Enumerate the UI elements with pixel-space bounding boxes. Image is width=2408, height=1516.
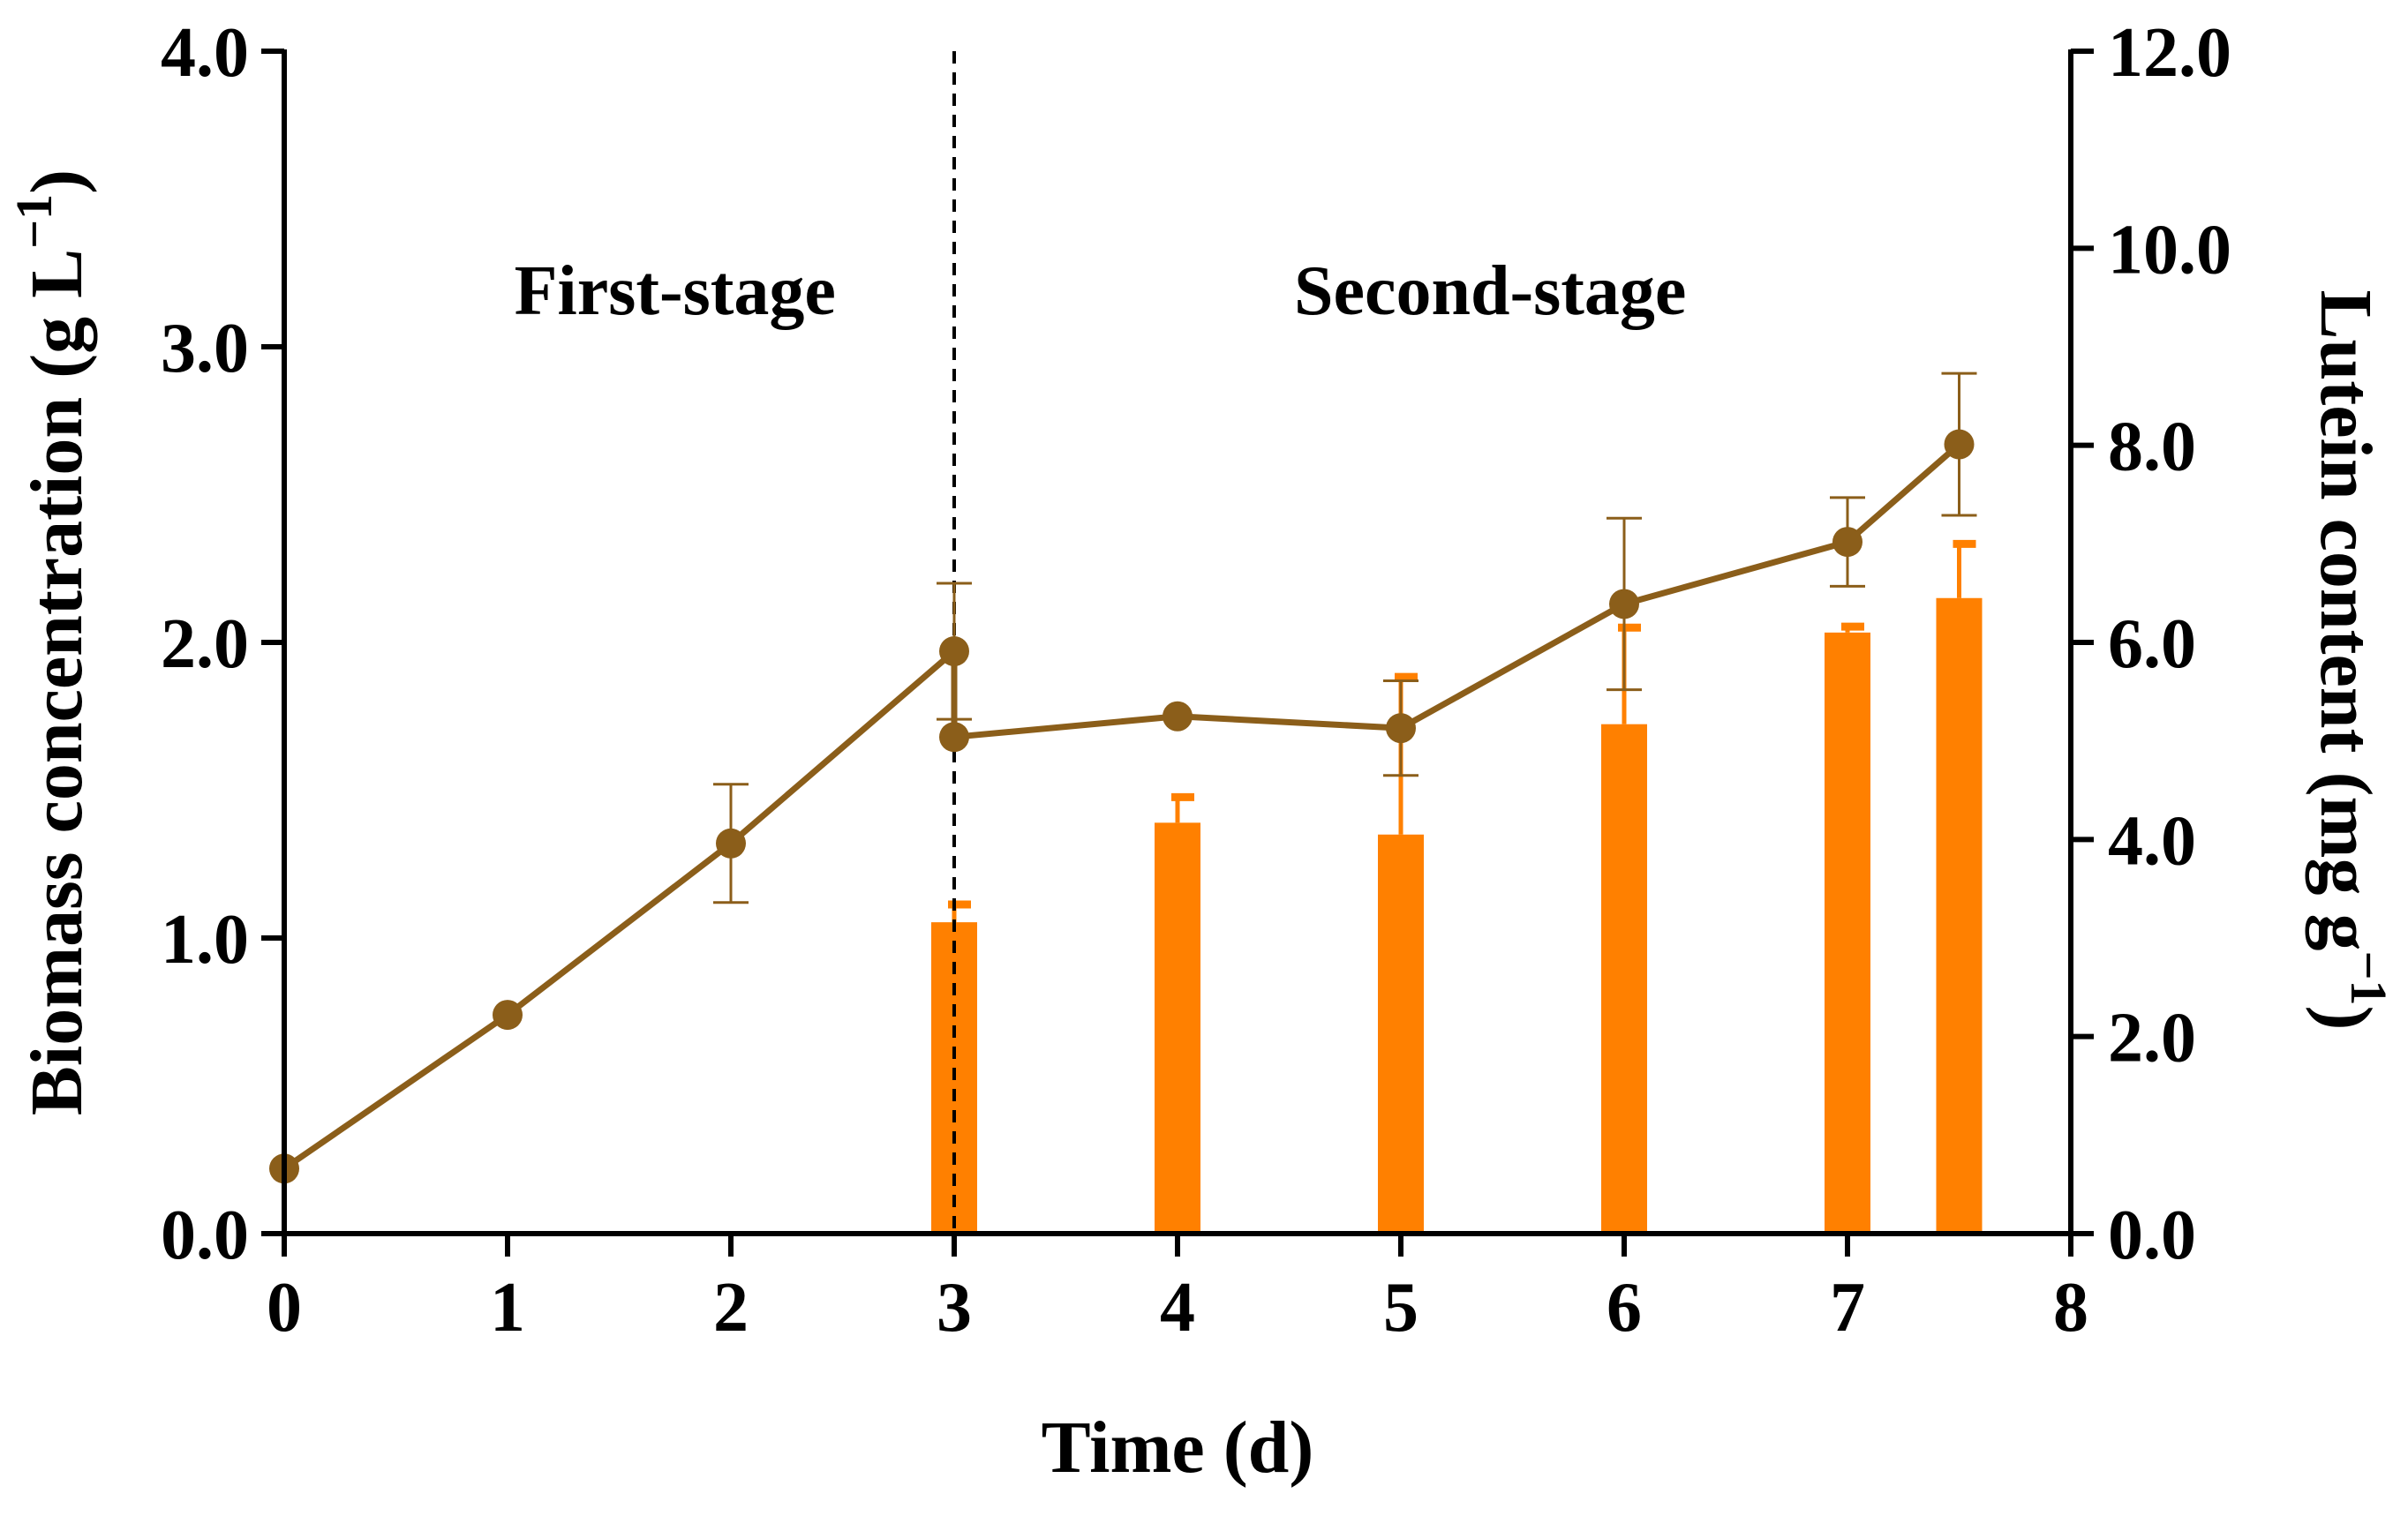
stage-annotation: First-stage <box>515 252 836 330</box>
biomass-point <box>1832 527 1862 558</box>
x-tick-label: 1 <box>490 1269 525 1347</box>
x-tick-label: 5 <box>1383 1269 1418 1347</box>
biomass-point <box>1163 701 1193 732</box>
y-left-tick-label: 4.0 <box>161 14 249 92</box>
y-right-tick-label: 6.0 <box>2108 605 2196 683</box>
x-tick-label: 7 <box>1830 1269 1865 1347</box>
biomass-point <box>1609 589 1639 619</box>
x-tick-label: 2 <box>713 1269 749 1347</box>
x-tick-label: 0 <box>267 1269 302 1347</box>
lutein-bar <box>1936 597 1983 1234</box>
axes <box>261 49 2094 1257</box>
lutein-bar <box>1155 822 1200 1234</box>
y-right-tick-label: 12.0 <box>2108 14 2231 92</box>
y-left-title-close: ) <box>16 169 98 194</box>
y-right-title-close: ) <box>2305 1006 2387 1031</box>
lutein-bars <box>931 539 1983 1234</box>
lutein-bar <box>1825 632 1870 1234</box>
y-right-tick-label: 2.0 <box>2108 1000 2196 1077</box>
x-tick-label: 6 <box>1607 1269 1642 1347</box>
y-right-tick-label: 0.0 <box>2108 1197 2196 1274</box>
biomass-point <box>1386 713 1416 744</box>
y-right-tick-label: 4.0 <box>2108 802 2196 880</box>
y-right-axis-title: Lutein content (mg g−1) <box>2305 290 2397 1031</box>
biomass-line <box>269 371 1977 1184</box>
y-left-tick-label: 0.0 <box>161 1197 249 1274</box>
y-right-tick-label: 8.0 <box>2108 409 2196 486</box>
x-axis-title: Time (d) <box>1042 1407 1314 1489</box>
y-left-title-text: Biomass concentration (g L <box>16 249 98 1115</box>
y-left-tick-label: 2.0 <box>161 605 249 683</box>
y-left-title-sup: −1 <box>5 194 63 249</box>
biomass-line-path <box>282 441 1961 1172</box>
y-right-tick-label: 10.0 <box>2108 211 2231 289</box>
lutein-bar <box>1378 834 1424 1234</box>
y-left-axis-title: Biomass concentration (g L−1) <box>5 169 98 1115</box>
x-tick-label: 4 <box>1160 1269 1195 1347</box>
y-left-tick-label: 1.0 <box>161 901 249 979</box>
biomass-point <box>1944 429 1975 460</box>
labels: Time (d) Biomass concentration (g L−1) L… <box>5 14 2397 1489</box>
y-left-tick-label: 3.0 <box>161 310 249 387</box>
y-right-title-text: Lutein content (mg g <box>2305 290 2387 951</box>
biomass-point <box>939 722 969 753</box>
biomass-point <box>493 1000 523 1031</box>
lutein-bar <box>1601 724 1647 1234</box>
biomass-point <box>939 636 969 667</box>
stage-annotation: Second-stage <box>1294 252 1686 330</box>
x-tick-label: 8 <box>2053 1269 2088 1347</box>
y-right-title-sup: −1 <box>2340 950 2397 1005</box>
x-tick-label: 3 <box>937 1269 972 1347</box>
biomass-point <box>716 828 746 859</box>
